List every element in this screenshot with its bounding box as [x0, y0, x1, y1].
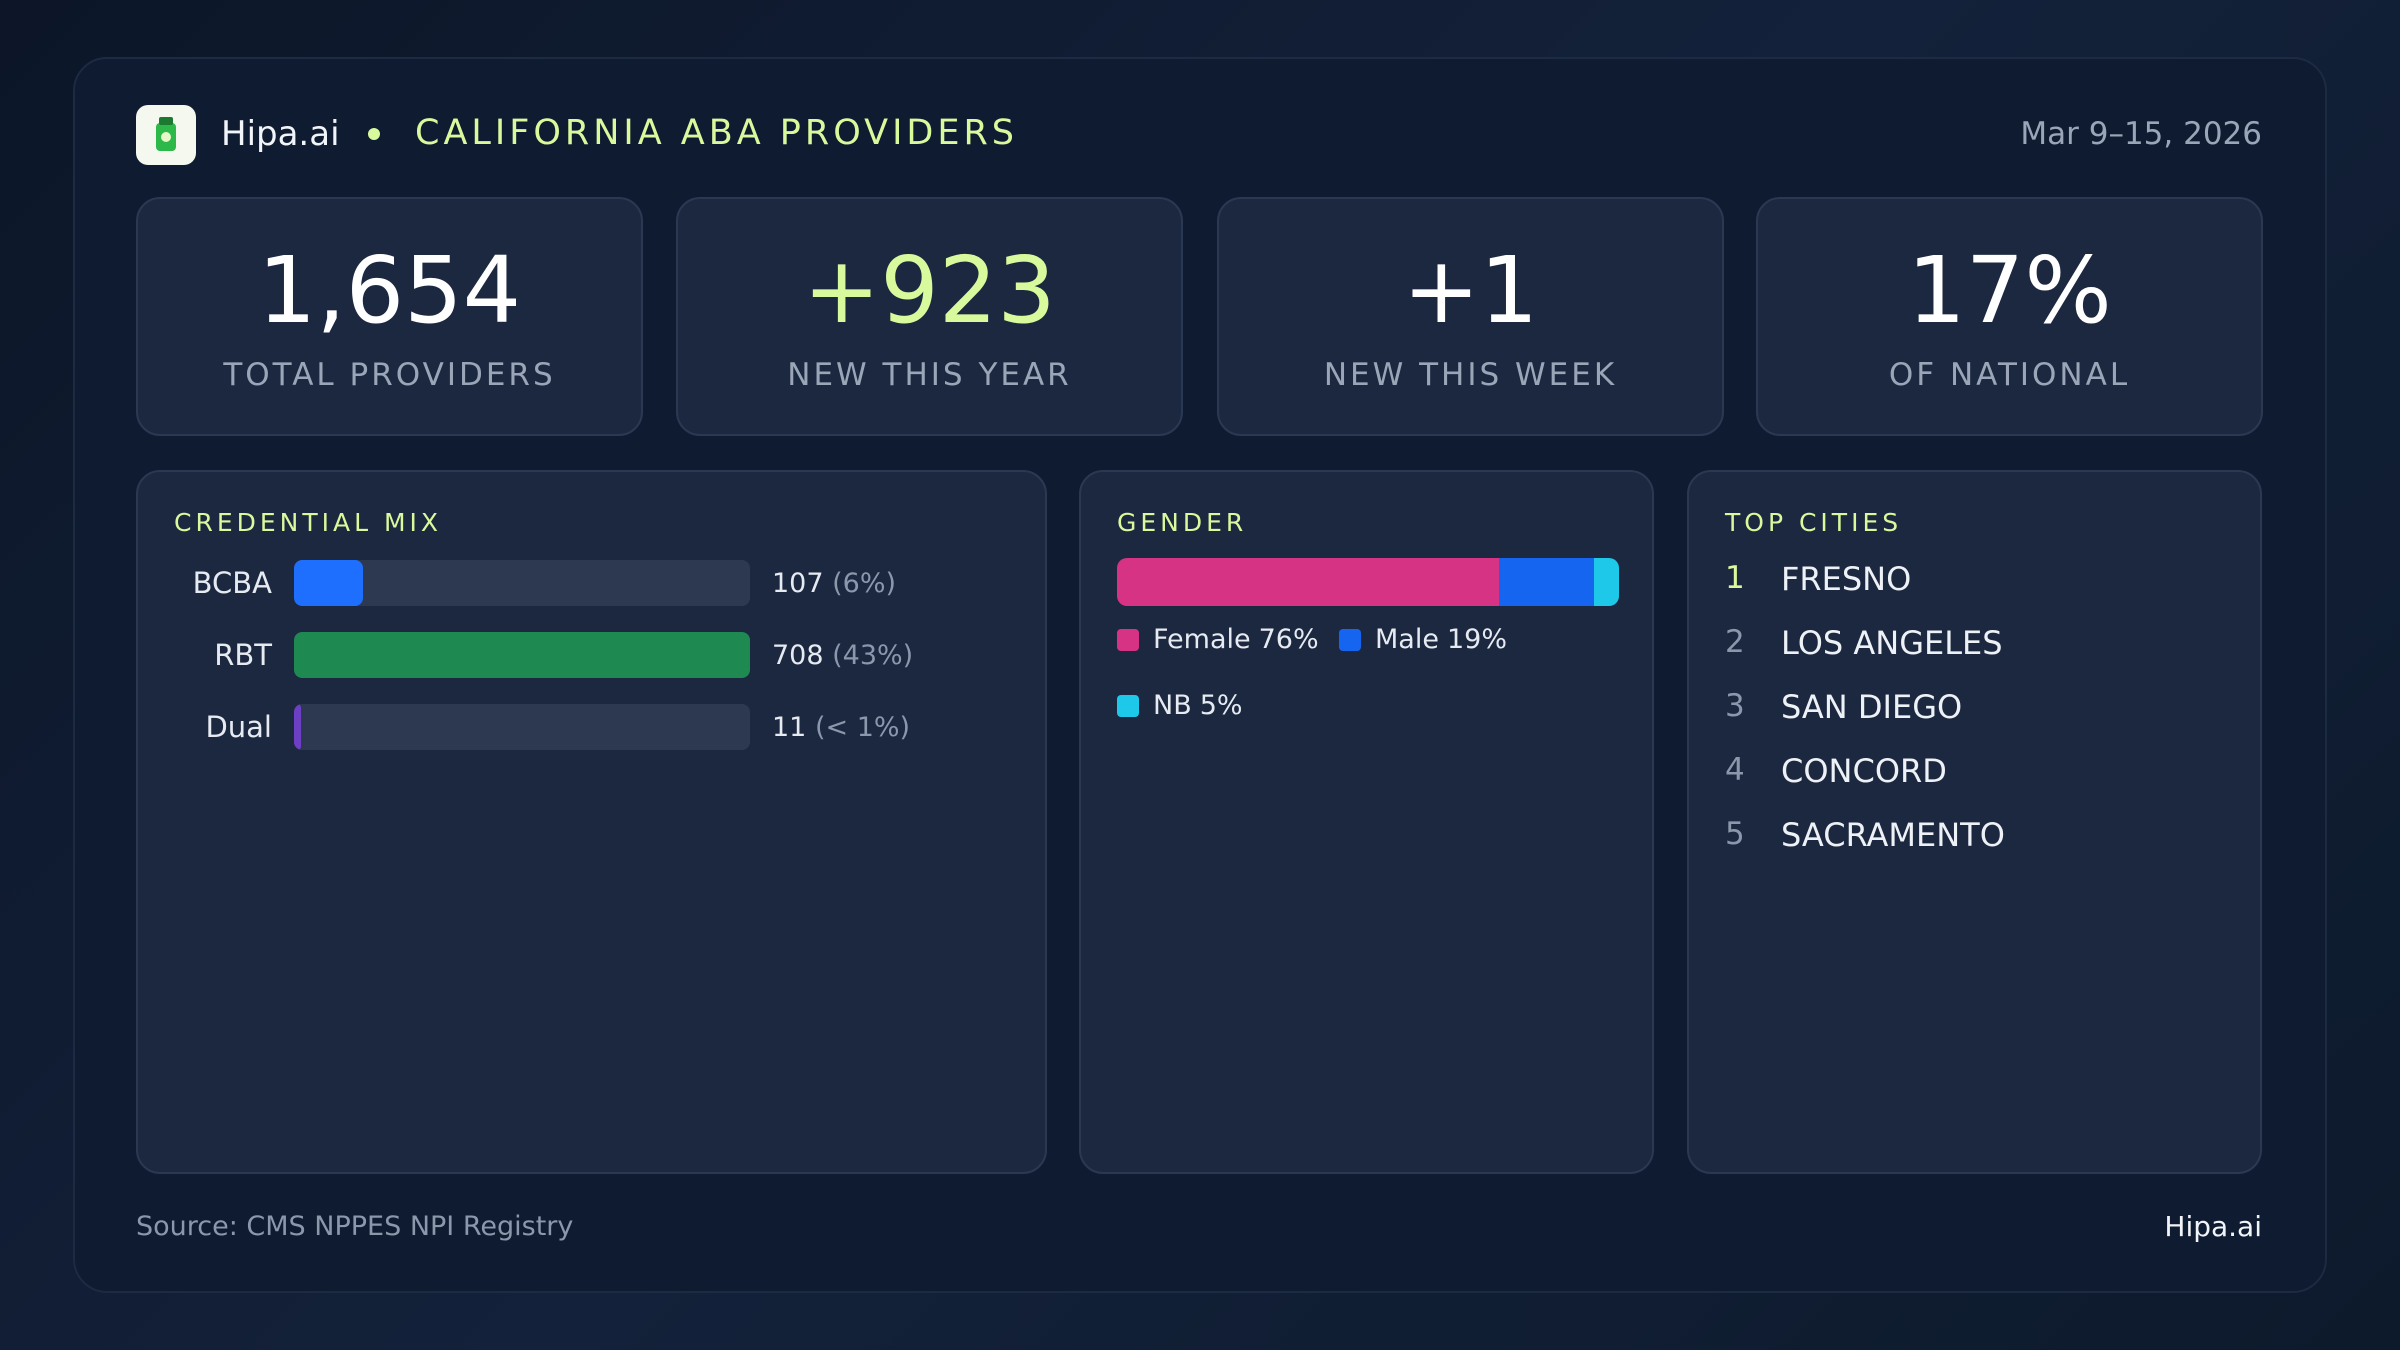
row-label: BCBA [192, 566, 272, 600]
gender-segment [1498, 558, 1594, 606]
kpi-card: 17% OF NATIONAL [1756, 197, 2263, 436]
city-rank: 3 [1725, 688, 1745, 724]
bar [294, 704, 302, 750]
city-rank: 1 [1725, 560, 1745, 596]
kpi-value: 17% [1907, 237, 2112, 344]
city-name: CONCORD [1781, 752, 1947, 790]
kpi-label: NEW THIS WEEK [1323, 357, 1618, 393]
legend-name: Female [1153, 624, 1251, 655]
city-name: FRESNO [1781, 560, 1912, 598]
date-range: Mar 9–15, 2026 [2020, 116, 2262, 152]
kpi-card: 1,654 TOTAL PROVIDERS [136, 197, 643, 436]
legend-item: NB 5% [1117, 690, 1243, 721]
page-title: CALIFORNIA ABA PROVIDERS [415, 113, 1019, 153]
kpi-value: +1 [1402, 237, 1539, 344]
bar [294, 560, 363, 606]
city-rank: 5 [1725, 816, 1745, 852]
kpi-label: OF NATIONAL [1888, 357, 2131, 393]
kpi-value: +923 [803, 237, 1056, 344]
footer-brand: Hipa.ai [2164, 1210, 2262, 1243]
section-title: TOP CITIES [1725, 508, 1903, 537]
bar [294, 632, 750, 678]
bar-track [294, 560, 750, 606]
share: (6%) [832, 568, 897, 599]
gender-segment [1593, 558, 1619, 606]
source-note: Source: CMS NPPES NPI Registry [136, 1211, 574, 1242]
kpi-card: +923 NEW THIS YEAR [676, 197, 1183, 436]
value: 107 [772, 568, 824, 599]
gender-card: GENDER Female 76% Male 19% NB 5% [1079, 470, 1654, 1174]
bar-track [294, 632, 750, 678]
bar-track [294, 704, 750, 750]
credential-card: CREDENTIAL MIX BCBA 107 (6%) RBT 708 (43%) D… [136, 470, 1047, 1174]
legend-swatch [1339, 628, 1361, 651]
kpi-card: +1 NEW THIS WEEK [1217, 197, 1724, 436]
kpi-value: 1,654 [257, 237, 522, 344]
logo [136, 105, 196, 165]
city-rank: 2 [1725, 624, 1745, 660]
legend-name: NB [1153, 690, 1192, 721]
row-label: Dual [205, 710, 272, 744]
gender-segment [1117, 558, 1499, 606]
legend-value: 76% [1258, 624, 1319, 655]
city-name: SACRAMENTO [1781, 816, 2005, 854]
cities-card: TOP CITIES 1 FRESNO 2 LOS ANGELES 3 SAN DIEGO… [1687, 470, 2262, 1174]
separator-dot [368, 128, 380, 140]
legend-swatch [1117, 694, 1139, 717]
share: (< 1%) [814, 712, 911, 743]
value-text: 708 (43%) [772, 640, 913, 671]
city-name: SAN DIEGO [1781, 688, 1963, 726]
kpi-label: TOTAL PROVIDERS [223, 357, 556, 393]
section-title: CREDENTIAL MIX [174, 508, 443, 537]
kpi-label: NEW THIS YEAR [787, 357, 1072, 393]
city-rank: 4 [1725, 752, 1745, 788]
section-title: GENDER [1117, 508, 1248, 537]
brand: Hipa.ai [221, 114, 340, 154]
value-text: 11 (< 1%) [772, 712, 910, 743]
value: 708 [772, 640, 824, 671]
logo-icon [156, 117, 176, 151]
row-label: RBT [214, 638, 272, 672]
gender-bar [1117, 558, 1619, 606]
legend-value: 5% [1199, 690, 1243, 721]
value: 11 [772, 712, 807, 743]
legend-swatch [1117, 628, 1139, 651]
legend-value: 19% [1446, 624, 1507, 655]
share: (43%) [832, 640, 914, 671]
value-text: 107 (6%) [772, 568, 896, 599]
legend-name: Male [1375, 624, 1439, 655]
legend-item: Female 76% [1117, 624, 1319, 655]
legend-item: Male 19% [1339, 624, 1507, 655]
city-name: LOS ANGELES [1781, 624, 2003, 662]
